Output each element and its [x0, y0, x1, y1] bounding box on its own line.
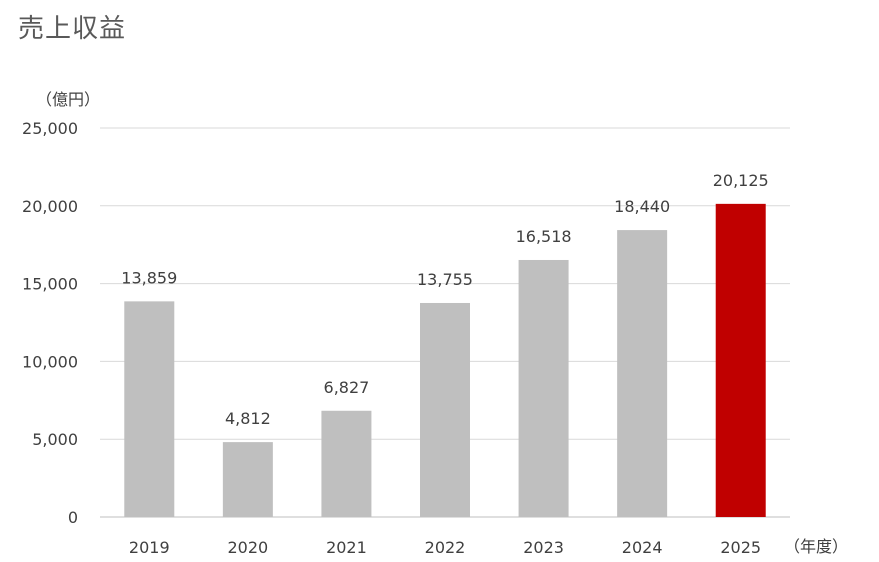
x-axis-ticks: 2019 2020 2021 2022 2023 2024 2025 — [129, 538, 761, 557]
y-axis-unit-label: （億円） — [36, 90, 101, 109]
data-label-2025: 20,125 — [713, 171, 769, 190]
bar-2019 — [124, 301, 175, 517]
bar-2024 — [617, 230, 668, 517]
x-tick-label-2025: 2025 — [720, 538, 761, 557]
x-tick-label-2023: 2023 — [523, 538, 564, 557]
data-label-2020: 4,812 — [225, 409, 271, 428]
y-tick-label: 0 — [68, 508, 78, 527]
data-label-2019: 13,859 — [121, 268, 177, 287]
x-tick-label-2022: 2022 — [425, 538, 466, 557]
data-label-2022: 13,755 — [417, 270, 473, 289]
x-tick-label-2019: 2019 — [129, 538, 170, 557]
y-tick-label: 20,000 — [22, 197, 78, 216]
x-tick-label-2024: 2024 — [622, 538, 663, 557]
y-tick-label: 25,000 — [22, 119, 78, 138]
y-tick-label: 5,000 — [32, 430, 78, 449]
bar-2020 — [222, 442, 273, 517]
bar-2023 — [518, 259, 569, 517]
y-axis-ticks: 0 5,000 10,000 15,000 20,000 25,000 — [22, 119, 78, 527]
bar-2025 — [715, 203, 766, 518]
bar-2022 — [420, 302, 470, 517]
data-label-2024: 18,440 — [614, 197, 670, 216]
x-tick-label-2020: 2020 — [227, 538, 268, 557]
chart-title: 売上収益 — [18, 14, 127, 44]
y-tick-label: 10,000 — [22, 352, 78, 371]
bar-2021 — [321, 410, 372, 517]
data-label-2023: 16,518 — [516, 227, 572, 246]
data-label-2021: 6,827 — [324, 378, 370, 397]
data-labels: 13,859 4,812 6,827 13,755 16,518 18,440 20,125 — [121, 171, 768, 428]
x-tick-label-2021: 2021 — [326, 538, 367, 557]
bars — [124, 203, 766, 518]
y-tick-label: 15,000 — [22, 275, 78, 294]
x-axis-unit-label: （年度） — [784, 537, 849, 556]
